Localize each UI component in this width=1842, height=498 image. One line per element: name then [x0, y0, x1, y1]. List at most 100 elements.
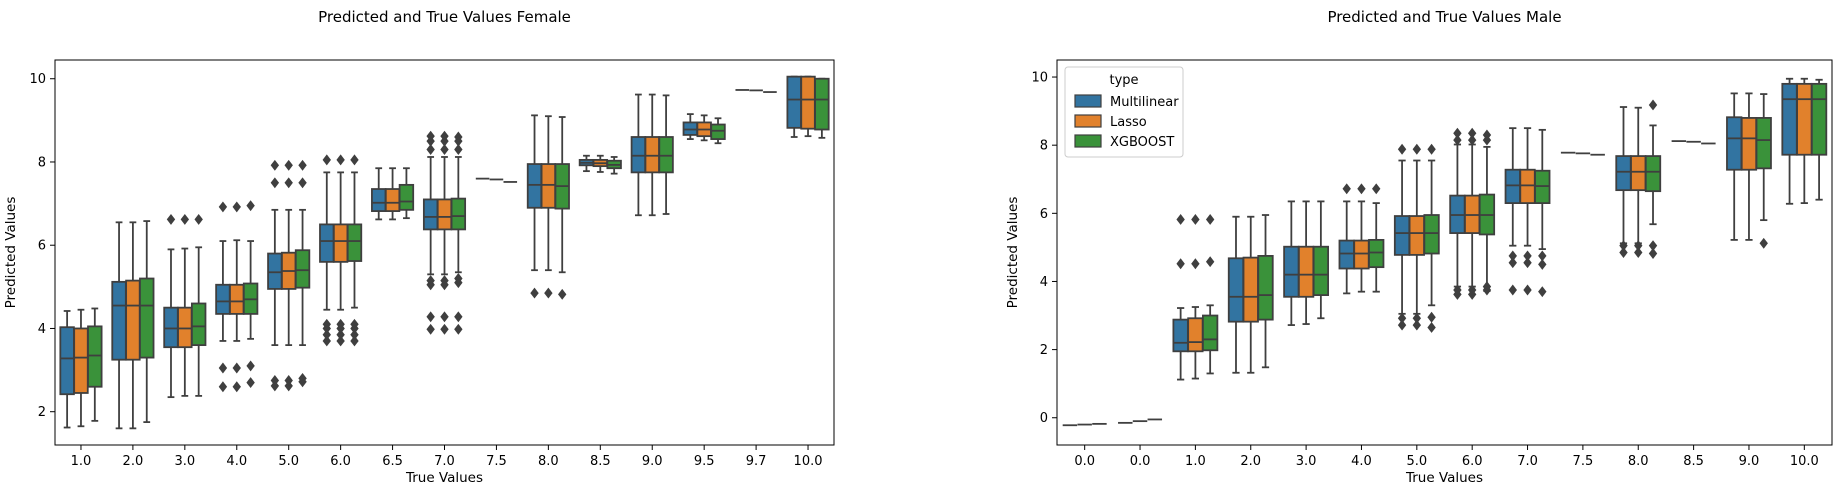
outlier-point — [1523, 257, 1532, 269]
box-iqr — [1615, 155, 1632, 192]
x-axis-label: True Values — [405, 470, 483, 486]
outlier-point — [1648, 99, 1658, 111]
outlier-point — [1619, 247, 1628, 258]
outlier-point — [1397, 319, 1407, 331]
outlier-point — [454, 273, 463, 284]
box-iqr — [190, 302, 207, 347]
y-axis-label: Predicted Values — [3, 197, 19, 309]
legend-label-multilinear: Multilinear — [1110, 95, 1179, 110]
x-tick-label: 8.0 — [1628, 454, 1649, 469]
outlier-point — [1427, 311, 1436, 323]
x-tick-label: 8.5 — [1683, 454, 1704, 469]
outlier-point — [454, 144, 463, 155]
outlier-point — [1427, 143, 1436, 155]
outlier-point — [218, 362, 228, 374]
outlier-point — [336, 318, 345, 330]
box-xgboost-7.0 — [450, 131, 467, 335]
outlier-point — [1619, 240, 1628, 252]
outlier-point — [1176, 258, 1185, 270]
outlier-point — [1634, 240, 1643, 252]
x-tick-label: 2.0 — [123, 454, 144, 469]
x-tick-label: 7.0 — [1517, 454, 1538, 469]
box-iqr — [1504, 168, 1521, 204]
x-tick-label: 1.0 — [1185, 454, 1206, 469]
box-iqr — [1796, 82, 1813, 156]
legend-swatch-lasso — [1074, 114, 1102, 128]
box-iqr — [1312, 245, 1330, 296]
box-xgboost-10.0 — [1810, 78, 1828, 201]
outlier-point — [350, 318, 359, 330]
outlier-point — [246, 200, 255, 212]
y-tick-label: 0 — [1040, 411, 1048, 426]
box-iqr — [800, 75, 816, 130]
box-multilinear-7.0 — [1504, 127, 1521, 296]
x-tick-label: 5.0 — [1406, 454, 1427, 469]
box-iqr — [436, 198, 453, 231]
x-tick-label: 9.0 — [642, 454, 663, 469]
box-lasso-2.0 — [1242, 215, 1259, 374]
outlier-point — [426, 130, 435, 142]
outlier-point — [232, 381, 241, 393]
y-tick-label: 4 — [1040, 275, 1048, 290]
box-iqr — [1423, 214, 1440, 255]
outlier-point — [350, 329, 359, 341]
box-multilinear-2.0 — [111, 221, 127, 430]
outlier-point — [322, 335, 331, 347]
x-tick-label: 3.0 — [174, 454, 195, 469]
box-iqr — [1297, 245, 1315, 298]
outlier-point — [1648, 240, 1658, 252]
outlier-point — [1482, 129, 1492, 141]
x-tick-label: 7.5 — [486, 454, 507, 469]
chart-2: Predicted and True Values Male 0 2 4 6 8 10 0.0… — [1005, 8, 1833, 486]
box-iqr — [125, 279, 141, 361]
box-multilinear-8.0 — [1615, 106, 1632, 258]
outlier-point — [1482, 281, 1492, 293]
outlier-point — [336, 335, 345, 347]
box-iqr — [710, 123, 726, 140]
box-multilinear-10.0 — [1781, 77, 1798, 205]
box-iqr — [346, 223, 363, 262]
outlier-point — [194, 213, 203, 225]
box-xgboost-1.0 — [1202, 213, 1219, 375]
outlier-point — [322, 154, 331, 166]
box-iqr — [786, 75, 802, 129]
outlier-point — [454, 323, 463, 335]
outlier-point — [246, 360, 255, 372]
box-lasso-6.0 — [332, 154, 349, 347]
box-xgboost-4.0 — [242, 200, 259, 389]
outlier-point — [166, 213, 176, 225]
box-iqr — [59, 326, 75, 396]
outlier-point — [298, 177, 307, 189]
outlier-point — [1342, 183, 1351, 195]
outlier-point — [426, 144, 435, 155]
box-lasso-3.0 — [177, 213, 193, 397]
outlier-point — [440, 144, 449, 155]
box-xgboost-8.5 — [606, 156, 622, 175]
outlier-point — [1191, 213, 1200, 225]
box-xgboost-3.0 — [190, 213, 207, 397]
box-iqr — [1781, 82, 1798, 156]
outlier-point — [1397, 143, 1407, 155]
box-multilinear-6.5 — [371, 167, 387, 221]
y-tick-label: 2 — [1040, 343, 1048, 358]
outlier-point — [440, 311, 449, 323]
box-multilinear-10.0 — [786, 75, 802, 138]
outlier-point — [1357, 183, 1366, 195]
box-iqr — [87, 325, 103, 388]
series-xgboost — [1092, 78, 1828, 425]
outlier-point — [1467, 134, 1477, 146]
x-tick-label: 6.5 — [382, 454, 403, 469]
outlier-point — [1176, 213, 1185, 225]
box-iqr — [1740, 117, 1758, 171]
outlier-point — [440, 130, 449, 142]
outlier-point — [350, 335, 359, 347]
box-xgboost-4.0 — [1368, 183, 1385, 293]
box-xgboost-9.0 — [1755, 93, 1772, 249]
outlier-point — [1205, 256, 1215, 268]
box-multilinear-9.0 — [630, 93, 647, 217]
box-xgboost-7.0 — [1534, 128, 1551, 298]
outlier-point — [1538, 250, 1547, 262]
outlier-point — [1467, 127, 1477, 139]
